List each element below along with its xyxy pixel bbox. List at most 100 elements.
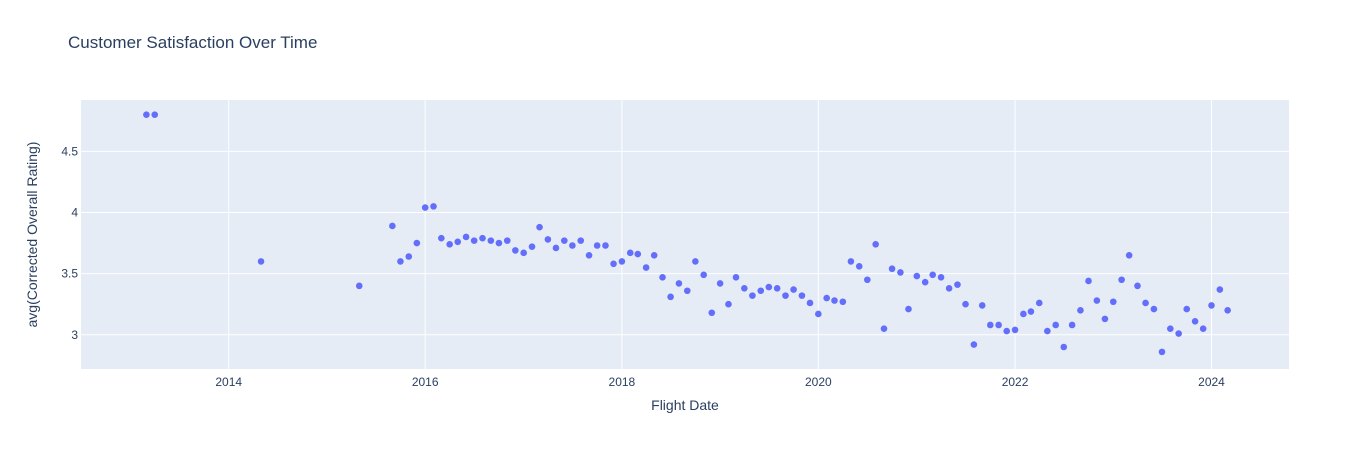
data-point[interactable] (864, 276, 871, 284)
data-point[interactable] (1093, 297, 1101, 304)
data-point[interactable] (880, 325, 888, 332)
data-point[interactable] (503, 237, 511, 244)
data-point[interactable] (978, 302, 986, 309)
data-point[interactable] (945, 285, 953, 292)
data-point[interactable] (708, 309, 716, 317)
data-point[interactable] (929, 271, 937, 279)
data-point[interactable] (675, 280, 683, 287)
data-point[interactable] (1216, 286, 1224, 293)
data-point[interactable] (741, 285, 748, 292)
data-point[interactable] (462, 233, 470, 241)
data-point[interactable] (1020, 310, 1027, 318)
data-point[interactable] (1134, 282, 1141, 290)
data-point[interactable] (732, 273, 740, 281)
data-point[interactable] (470, 237, 478, 244)
data-point[interactable] (921, 278, 929, 286)
data-point[interactable] (1167, 325, 1174, 332)
data-point[interactable] (716, 280, 724, 287)
data-point[interactable] (790, 286, 797, 293)
data-point[interactable] (143, 111, 150, 118)
data-point[interactable] (1118, 276, 1125, 284)
data-point[interactable] (692, 258, 699, 265)
data-point[interactable] (1199, 325, 1207, 332)
data-point[interactable] (421, 204, 429, 211)
data-point[interactable] (765, 283, 773, 291)
data-point[interactable] (577, 237, 585, 244)
data-point[interactable] (618, 258, 626, 265)
data-point[interactable] (536, 223, 543, 231)
data-point[interactable] (405, 253, 413, 260)
data-point[interactable] (1027, 308, 1035, 315)
data-point[interactable] (389, 222, 396, 230)
data-point[interactable] (823, 294, 830, 302)
data-point[interactable] (430, 203, 437, 210)
data-point[interactable] (151, 111, 159, 118)
data-point[interactable] (831, 297, 838, 304)
data-point[interactable] (1158, 348, 1166, 356)
data-point[interactable] (970, 341, 978, 348)
data-point[interactable] (1003, 327, 1011, 335)
data-point[interactable] (855, 262, 863, 270)
data-point[interactable] (355, 282, 363, 290)
data-point[interactable] (806, 299, 814, 307)
data-point[interactable] (659, 273, 666, 281)
data-point[interactable] (479, 234, 486, 242)
data-point[interactable] (667, 293, 674, 301)
data-point[interactable] (995, 321, 1002, 329)
data-point[interactable] (1191, 318, 1199, 325)
data-point[interactable] (552, 244, 560, 252)
data-point[interactable] (725, 300, 732, 308)
data-point[interactable] (1035, 299, 1043, 307)
data-point[interactable] (642, 264, 650, 271)
data-point[interactable] (1044, 327, 1051, 335)
data-point[interactable] (634, 250, 642, 258)
data-point[interactable] (888, 265, 896, 273)
data-point[interactable] (1224, 307, 1231, 314)
data-point[interactable] (773, 285, 781, 292)
data-point[interactable] (446, 240, 453, 248)
data-point[interactable] (986, 321, 994, 329)
data-point[interactable] (1142, 299, 1149, 307)
data-point[interactable] (1068, 321, 1076, 329)
data-point[interactable] (847, 258, 855, 265)
data-point[interactable] (815, 310, 822, 318)
data-point[interactable] (1175, 330, 1182, 337)
data-point[interactable] (520, 249, 527, 257)
data-point[interactable] (905, 305, 912, 313)
data-point[interactable] (602, 242, 609, 249)
data-point[interactable] (962, 300, 969, 308)
data-point[interactable] (397, 258, 404, 265)
data-point[interactable] (913, 272, 921, 280)
data-point[interactable] (1125, 251, 1133, 259)
data-point[interactable] (512, 247, 519, 254)
data-point[interactable] (561, 237, 568, 244)
data-point[interactable] (954, 281, 961, 288)
data-point[interactable] (1208, 302, 1215, 309)
data-point[interactable] (1150, 305, 1158, 313)
data-point[interactable] (937, 273, 945, 281)
data-point[interactable] (569, 242, 576, 249)
data-point[interactable] (872, 240, 879, 248)
data-point[interactable] (1085, 277, 1092, 285)
data-point[interactable] (626, 249, 634, 257)
data-point[interactable] (1011, 326, 1019, 334)
data-point[interactable] (528, 243, 536, 251)
data-point[interactable] (650, 251, 658, 259)
data-points[interactable] (143, 111, 1231, 356)
data-point[interactable] (593, 242, 601, 249)
data-point[interactable] (1183, 305, 1191, 313)
data-point[interactable] (454, 238, 462, 246)
data-point[interactable] (749, 292, 756, 299)
data-point[interactable] (798, 292, 806, 299)
data-point[interactable] (495, 239, 503, 247)
data-point[interactable] (839, 298, 847, 306)
data-point[interactable] (897, 269, 904, 276)
data-point[interactable] (544, 236, 552, 243)
data-point[interactable] (1077, 307, 1084, 314)
data-point[interactable] (1109, 298, 1117, 306)
data-point[interactable] (257, 258, 265, 265)
data-point[interactable] (757, 287, 765, 295)
data-point[interactable] (610, 260, 617, 268)
data-point[interactable] (782, 292, 789, 299)
data-point[interactable] (700, 271, 708, 279)
